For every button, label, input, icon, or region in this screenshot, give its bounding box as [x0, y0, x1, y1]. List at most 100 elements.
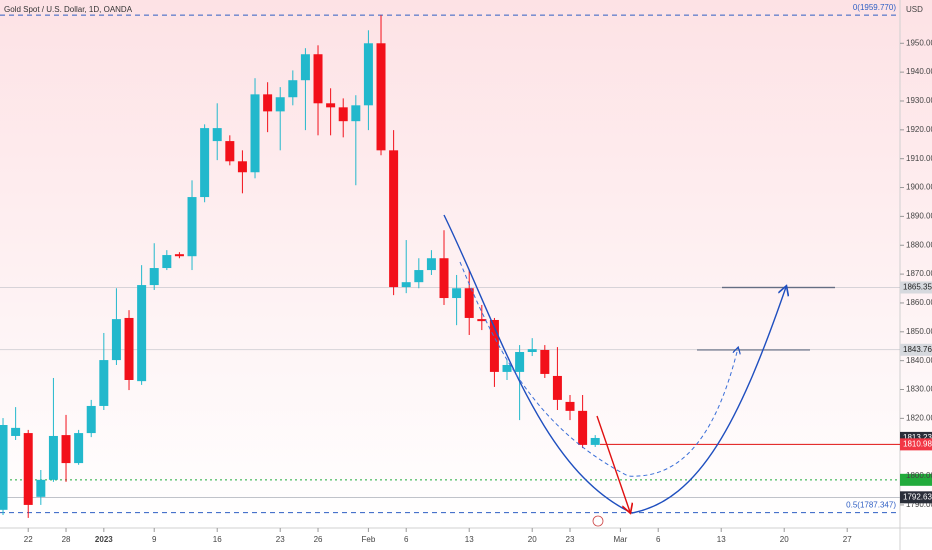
candle-body	[578, 410, 588, 445]
candle-body	[313, 54, 323, 104]
candle-body	[565, 401, 575, 411]
candle-body	[376, 43, 386, 151]
x-tick-label: 6	[404, 535, 409, 544]
price-label-box	[900, 281, 932, 294]
candle-body	[99, 360, 109, 406]
candle-body	[275, 97, 285, 112]
candle-body	[439, 258, 449, 299]
price-label: 1865.350	[903, 283, 932, 292]
candle-body	[149, 268, 159, 286]
candle-body	[212, 128, 222, 142]
candle-body	[326, 103, 336, 108]
candle-body	[137, 285, 147, 382]
drop-arrow	[596, 415, 630, 512]
candle-body	[174, 254, 184, 257]
candle-body	[552, 375, 562, 400]
candle-body	[124, 317, 134, 380]
event-icon	[592, 515, 604, 527]
x-tick-label: 23	[276, 535, 285, 544]
y-tick-label: 1910.000	[906, 154, 932, 163]
candle-body	[0, 424, 8, 510]
y-tick-label: 1830.000	[906, 385, 932, 394]
x-tick-label: Feb	[362, 535, 376, 544]
y-tick-label: 1900.000	[906, 183, 932, 192]
candle-body	[351, 105, 361, 122]
candle-body	[452, 288, 462, 299]
y-tick-label: 1850.000	[906, 327, 932, 336]
candle-body	[237, 161, 247, 173]
price-label-box	[900, 491, 932, 504]
y-tick-label: 1790.000	[906, 500, 932, 509]
price-label-box	[900, 438, 932, 451]
candle-body	[86, 405, 96, 434]
y-tick-label: 1820.000	[906, 413, 932, 422]
candle-body	[414, 270, 424, 283]
currency-label: USD	[906, 5, 923, 14]
y-tick-label: 1880.000	[906, 240, 932, 249]
candle-body	[187, 197, 197, 257]
candle-body	[61, 435, 71, 464]
candle-body	[590, 437, 600, 445]
chart-title: Gold Spot / U.S. Dollar, 1D, OANDA	[4, 5, 133, 14]
x-tick-label: 20	[528, 535, 537, 544]
candle-body	[36, 479, 46, 497]
x-tick-label: 27	[843, 535, 852, 544]
y-tick-label: 1950.000	[906, 38, 932, 47]
candle-body	[515, 352, 525, 372]
candle-body	[489, 319, 499, 372]
candle-body	[225, 141, 235, 162]
candle-body	[111, 319, 121, 361]
x-tick-label: 28	[62, 535, 71, 544]
y-tick-label: 1930.000	[906, 96, 932, 105]
y-tick-label: 1940.000	[906, 67, 932, 76]
x-tick-label: 23	[566, 535, 575, 544]
x-tick-label: 20	[780, 535, 789, 544]
candle-body	[48, 435, 58, 480]
candle-body	[263, 94, 273, 112]
candle-body	[11, 427, 21, 436]
candle-body	[363, 43, 373, 106]
x-tick-label: 2023	[95, 535, 113, 544]
candle-body	[200, 128, 210, 198]
y-tick-label: 1860.000	[906, 298, 932, 307]
y-tick-label: 1800.000	[906, 471, 932, 480]
candle-body	[426, 258, 436, 271]
x-tick-label: 22	[24, 535, 33, 544]
candle-body	[464, 288, 474, 318]
price-label: 1810.985	[903, 439, 932, 448]
candle-body	[23, 433, 33, 505]
fib-label: 0.5(1787.347)	[846, 501, 896, 510]
fib-label: 0(1959.770)	[853, 3, 896, 12]
x-tick-label: 9	[152, 535, 157, 544]
candle-body	[389, 150, 399, 288]
y-tick-label: 1840.000	[906, 356, 932, 365]
candle-body	[540, 349, 550, 374]
price-label: 1792.630	[903, 492, 932, 501]
candle-body	[300, 54, 310, 81]
y-tick-label: 1890.000	[906, 212, 932, 221]
candle-body	[401, 282, 411, 288]
x-tick-label: 6	[656, 535, 661, 544]
x-tick-label: 13	[717, 535, 726, 544]
candle-body	[502, 364, 512, 372]
x-tick-label: 13	[465, 535, 474, 544]
candle-body	[338, 107, 348, 122]
x-tick-label: 16	[213, 535, 222, 544]
candle-body	[250, 94, 260, 173]
x-tick-label: 26	[314, 535, 323, 544]
candle-body	[74, 433, 84, 464]
candle-body	[162, 255, 172, 269]
support-marker	[900, 473, 932, 486]
candle-body	[477, 319, 487, 322]
projection-curve-dashed	[459, 261, 738, 477]
candle-body	[288, 80, 298, 98]
candle-body	[527, 349, 537, 352]
price-label: 1813.230	[903, 433, 932, 442]
x-tick-label: Mar	[614, 535, 628, 544]
price-label-box	[900, 343, 932, 356]
drawings	[443, 214, 786, 527]
y-tick-label: 1920.000	[906, 125, 932, 134]
price-label: 1843.760	[903, 345, 932, 354]
